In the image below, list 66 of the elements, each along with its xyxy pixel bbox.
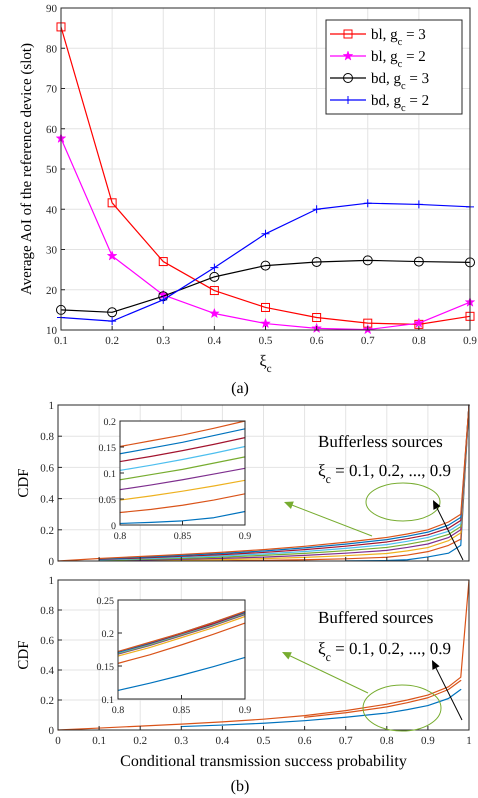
x-tick-label: 0.9 (238, 531, 252, 542)
legend-label: bl, g$_{c}$ = 3 (371, 27, 426, 48)
y-tick-label: 0.15 (98, 443, 116, 454)
x-tick-label: 0.4 (208, 335, 222, 347)
y-tick-label: 0.6 (40, 635, 54, 647)
text: (a) (231, 380, 249, 397)
y-tick-label: 0.8 (40, 431, 54, 444)
y-tick-label: 0.8 (40, 605, 54, 617)
x-tick-label: 0.3 (156, 335, 171, 347)
x-tick-label: 0.6 (310, 335, 324, 347)
y-tick-label: 70 (46, 84, 58, 96)
x-tick-label: 0.7 (360, 335, 376, 347)
x-tick-label: 0.8 (112, 705, 124, 716)
annotation: Buffered sources (318, 608, 434, 627)
legend-label: bd, g$_{c}$ = 3 (371, 71, 430, 92)
x-tick-label: 0.2 (133, 735, 148, 747)
x-tick-label: 0.85 (172, 705, 190, 716)
y-axis-title: CDF (16, 468, 32, 498)
x-tick-label: 1 (466, 735, 472, 747)
annotation: Bufferless sources (318, 432, 443, 451)
y-tick-label: 20 (46, 284, 58, 297)
y-tick-label: 0 (111, 521, 116, 532)
x-tick-label: 0.6 (298, 735, 312, 747)
x-tick-label: 0.8 (114, 531, 126, 542)
x-tick-label: 0.9 (238, 705, 252, 716)
y-tick-label: 0.15 (96, 662, 114, 673)
y-tick-label: 0.1 (102, 695, 114, 706)
y-tick-label: 0.2 (104, 417, 116, 428)
y-tick-label: 0.05 (98, 495, 116, 506)
x-tick-label: 0.9 (463, 335, 478, 347)
y-tick-label: 0.25 (96, 596, 114, 607)
y-tick-label: 0.1 (104, 469, 116, 480)
y-tick-label: 1 (48, 400, 54, 412)
annotation: ξ$_{c}$ = 0.1, 0.2, ..., 0.9 (318, 461, 451, 486)
y-tick-label: 1 (48, 575, 54, 587)
y-tick-label: 0 (48, 725, 54, 737)
x-tick-label: 0.4 (216, 735, 230, 747)
x-tick-label: 0.5 (258, 335, 273, 347)
y-tick-label: 0.4 (40, 665, 54, 677)
y-tick-label: 0.2 (102, 629, 114, 640)
x-tick-label: 0.3 (174, 735, 189, 747)
y-tick-label: 60 (46, 124, 58, 136)
x-tick-label: 0.85 (174, 531, 192, 542)
x-axis-title: ξ$_{c}$ (259, 353, 272, 375)
y-axis-title: Average AoI of the reference device (slot) (19, 42, 35, 296)
x-tick-label: 0.8 (412, 335, 426, 347)
y-axis-title: CDF (16, 640, 32, 670)
y-tick-label: 0.2 (40, 695, 54, 707)
x-tick-label: 0.8 (380, 735, 394, 747)
x-tick-label: 0.9 (421, 735, 436, 747)
y-tick-label: 0.6 (40, 462, 54, 474)
y-tick-label: 80 (46, 43, 58, 56)
x-axis-title: Conditional transmission success probability (120, 753, 407, 770)
y-tick-label: 0 (48, 556, 54, 568)
x-tick-label: 0.5 (256, 735, 271, 747)
y-tick-label: 40 (46, 204, 58, 216)
annotation: ξ$_{c}$ = 0.1, 0.2, ..., 0.9 (318, 639, 451, 664)
y-tick-label: 90 (46, 3, 58, 15)
x-tick-label: 0.7 (338, 735, 354, 747)
y-tick-label: 10 (46, 325, 58, 337)
legend-label: bl, g$_{c}$ = 2 (371, 49, 426, 70)
legend-label: bd, g$_{c}$ = 2 (371, 93, 430, 114)
y-tick-label: 0.4 (40, 494, 54, 506)
y-tick-label: 30 (46, 244, 58, 256)
text: (b) (230, 778, 250, 795)
y-tick-label: 50 (46, 164, 58, 176)
